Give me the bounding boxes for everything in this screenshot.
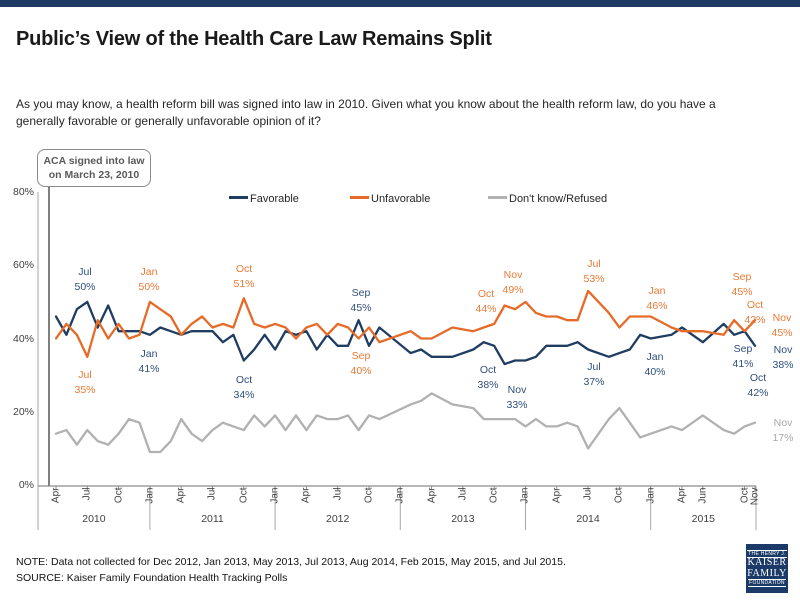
note-text: NOTE: Data not collected for Dec 2012, J… <box>16 556 566 568</box>
page-title: Public’s View of the Health Care Law Rem… <box>16 28 492 50</box>
top-accent-bar <box>0 0 800 7</box>
logo-line-family: FAMILY <box>747 567 787 579</box>
aca-annotation-line1: ACA signed into law <box>43 155 145 167</box>
aca-annotation-box: ACA signed into law on March 23, 2010 <box>37 149 151 187</box>
logo-line-henry: THE HENRY J. <box>747 550 787 558</box>
logo-line-kaiser: KAISER <box>747 557 787 568</box>
logo-line-foundation: FOUNDATION <box>748 579 786 587</box>
source-text: SOURCE: Kaiser Family Foundation Health … <box>16 572 288 584</box>
aca-annotation-line2: on March 23, 2010 <box>48 169 140 181</box>
survey-question-text: As you may know, a health reform bill wa… <box>16 97 716 129</box>
line-unfavorable <box>54 289 757 358</box>
line-don-t-know-refused <box>54 392 757 454</box>
kaiser-family-foundation-logo: THE HENRY J. KAISER FAMILY FOUNDATION <box>746 544 788 593</box>
